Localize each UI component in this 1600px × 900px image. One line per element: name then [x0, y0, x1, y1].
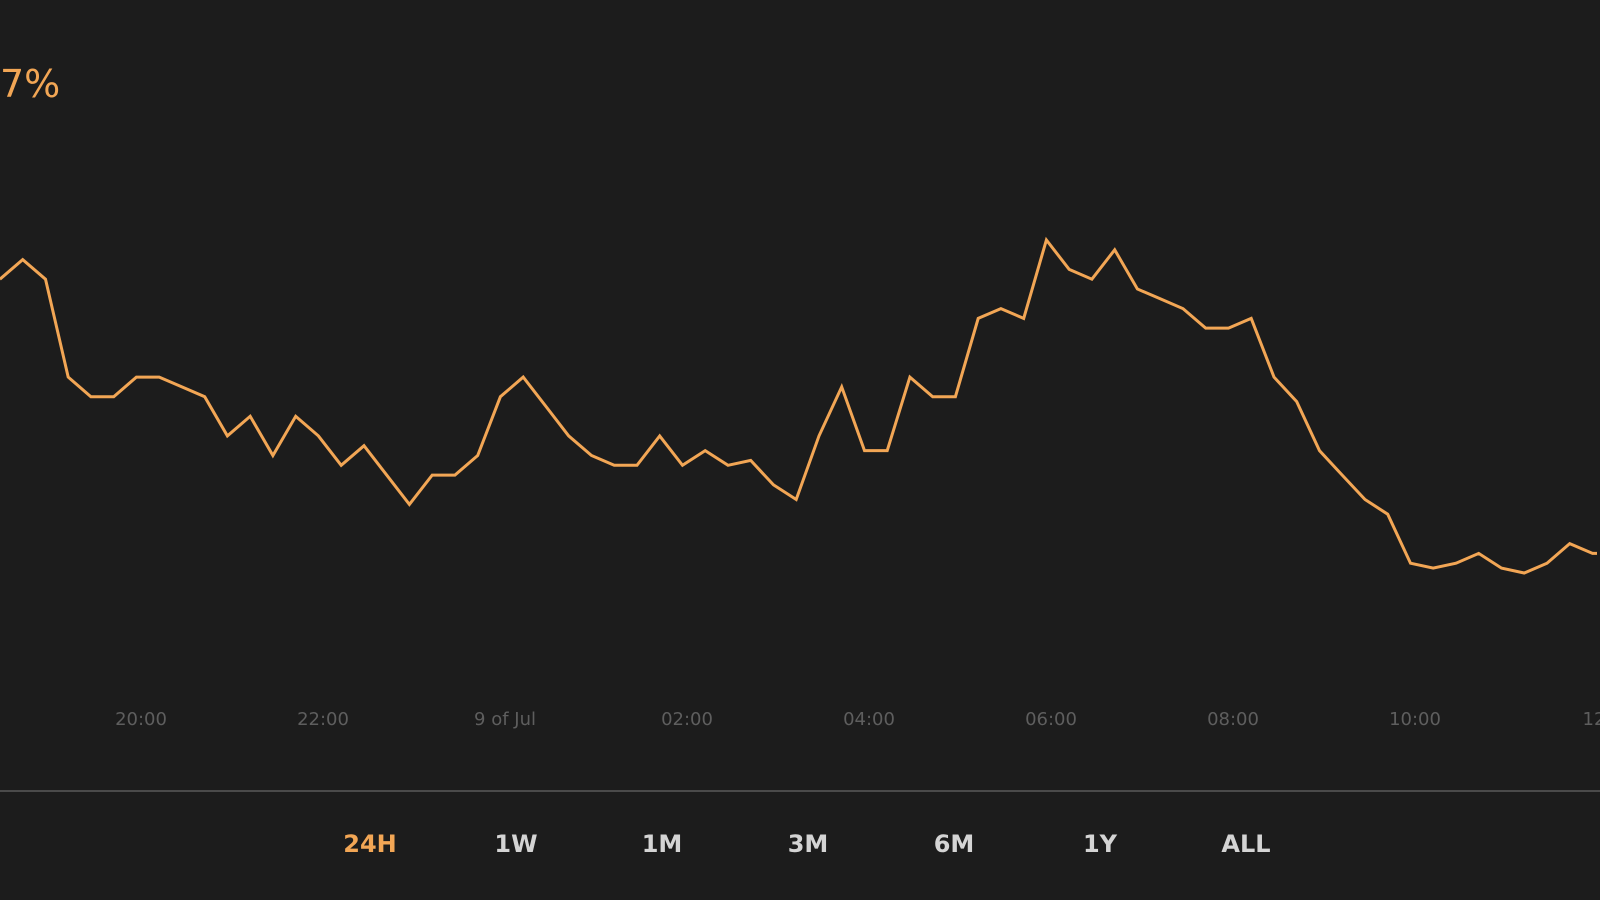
x-tick-label: 12:: [1583, 709, 1600, 730]
series-line-0: [0, 236, 1597, 575]
x-tick-label: 9 of Jul: [474, 709, 536, 730]
x-axis-ticks: 20:00 22:00 9 of Jul 02:00 04:00 06:00 08:00 10…: [115, 709, 1600, 730]
range-option-1m[interactable]: 1M: [641, 830, 683, 858]
change-percent: 7%: [0, 62, 61, 106]
range-option-1w[interactable]: 1W: [494, 830, 538, 858]
range-option-24h[interactable]: 24H: [343, 830, 397, 858]
x-tick-label: 04:00: [843, 709, 895, 730]
range-option-6m[interactable]: 6M: [933, 830, 975, 858]
x-tick-label: 22:00: [297, 709, 349, 730]
range-option-1y[interactable]: 1Y: [1082, 830, 1118, 858]
x-tick-label: 08:00: [1207, 709, 1259, 730]
x-tick-label: 02:00: [661, 709, 713, 730]
chart-divider: [0, 790, 1600, 792]
price-chart: 20:00 22:00 9 of Jul 02:00 04:00 06:00 08:00 10…: [0, 236, 1600, 730]
x-tick-label: 06:00: [1025, 709, 1077, 730]
line-layer: [0, 236, 1597, 575]
range-selector: 24H 1W 1M 3M 6M 1Y ALL: [0, 800, 1600, 890]
range-option-all[interactable]: ALL: [1221, 830, 1271, 858]
range-option-3m[interactable]: 3M: [787, 830, 829, 858]
x-tick-label: 10:00: [1389, 709, 1441, 730]
x-tick-label: 20:00: [115, 709, 167, 730]
